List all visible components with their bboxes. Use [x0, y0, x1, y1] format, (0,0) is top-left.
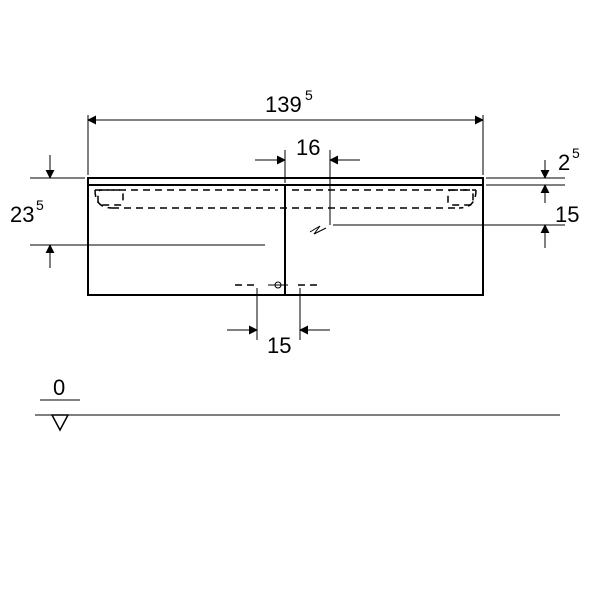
dim-right-gap: 15: [333, 202, 579, 248]
dim-right-small-sup: 5: [572, 145, 580, 161]
dim-right-gap-value: 15: [555, 202, 579, 227]
dim-top-width-sup: 5: [305, 87, 313, 103]
technical-drawing: 139 5 16 23 5 2 5 15 15: [0, 0, 600, 600]
dim-bottom-gap: 15: [227, 288, 330, 358]
dim-zero-value: 0: [53, 375, 65, 400]
datum: 0: [35, 375, 560, 430]
power-symbol: [310, 226, 326, 234]
dim-top-width-value: 139: [265, 92, 302, 117]
dim-right-small: 2 5: [486, 145, 580, 203]
datum-triangle-icon: [52, 415, 68, 430]
dim-left-height-value: 23: [10, 202, 34, 227]
dim-left-height-sup: 5: [36, 197, 44, 213]
dim-bottom-gap-value: 15: [267, 333, 291, 358]
dim-right-small-value: 2: [558, 150, 570, 175]
dim-center-offset: 16: [255, 135, 360, 225]
dim-center-offset-value: 16: [296, 135, 320, 160]
dim-left-height: 23 5: [10, 155, 265, 268]
